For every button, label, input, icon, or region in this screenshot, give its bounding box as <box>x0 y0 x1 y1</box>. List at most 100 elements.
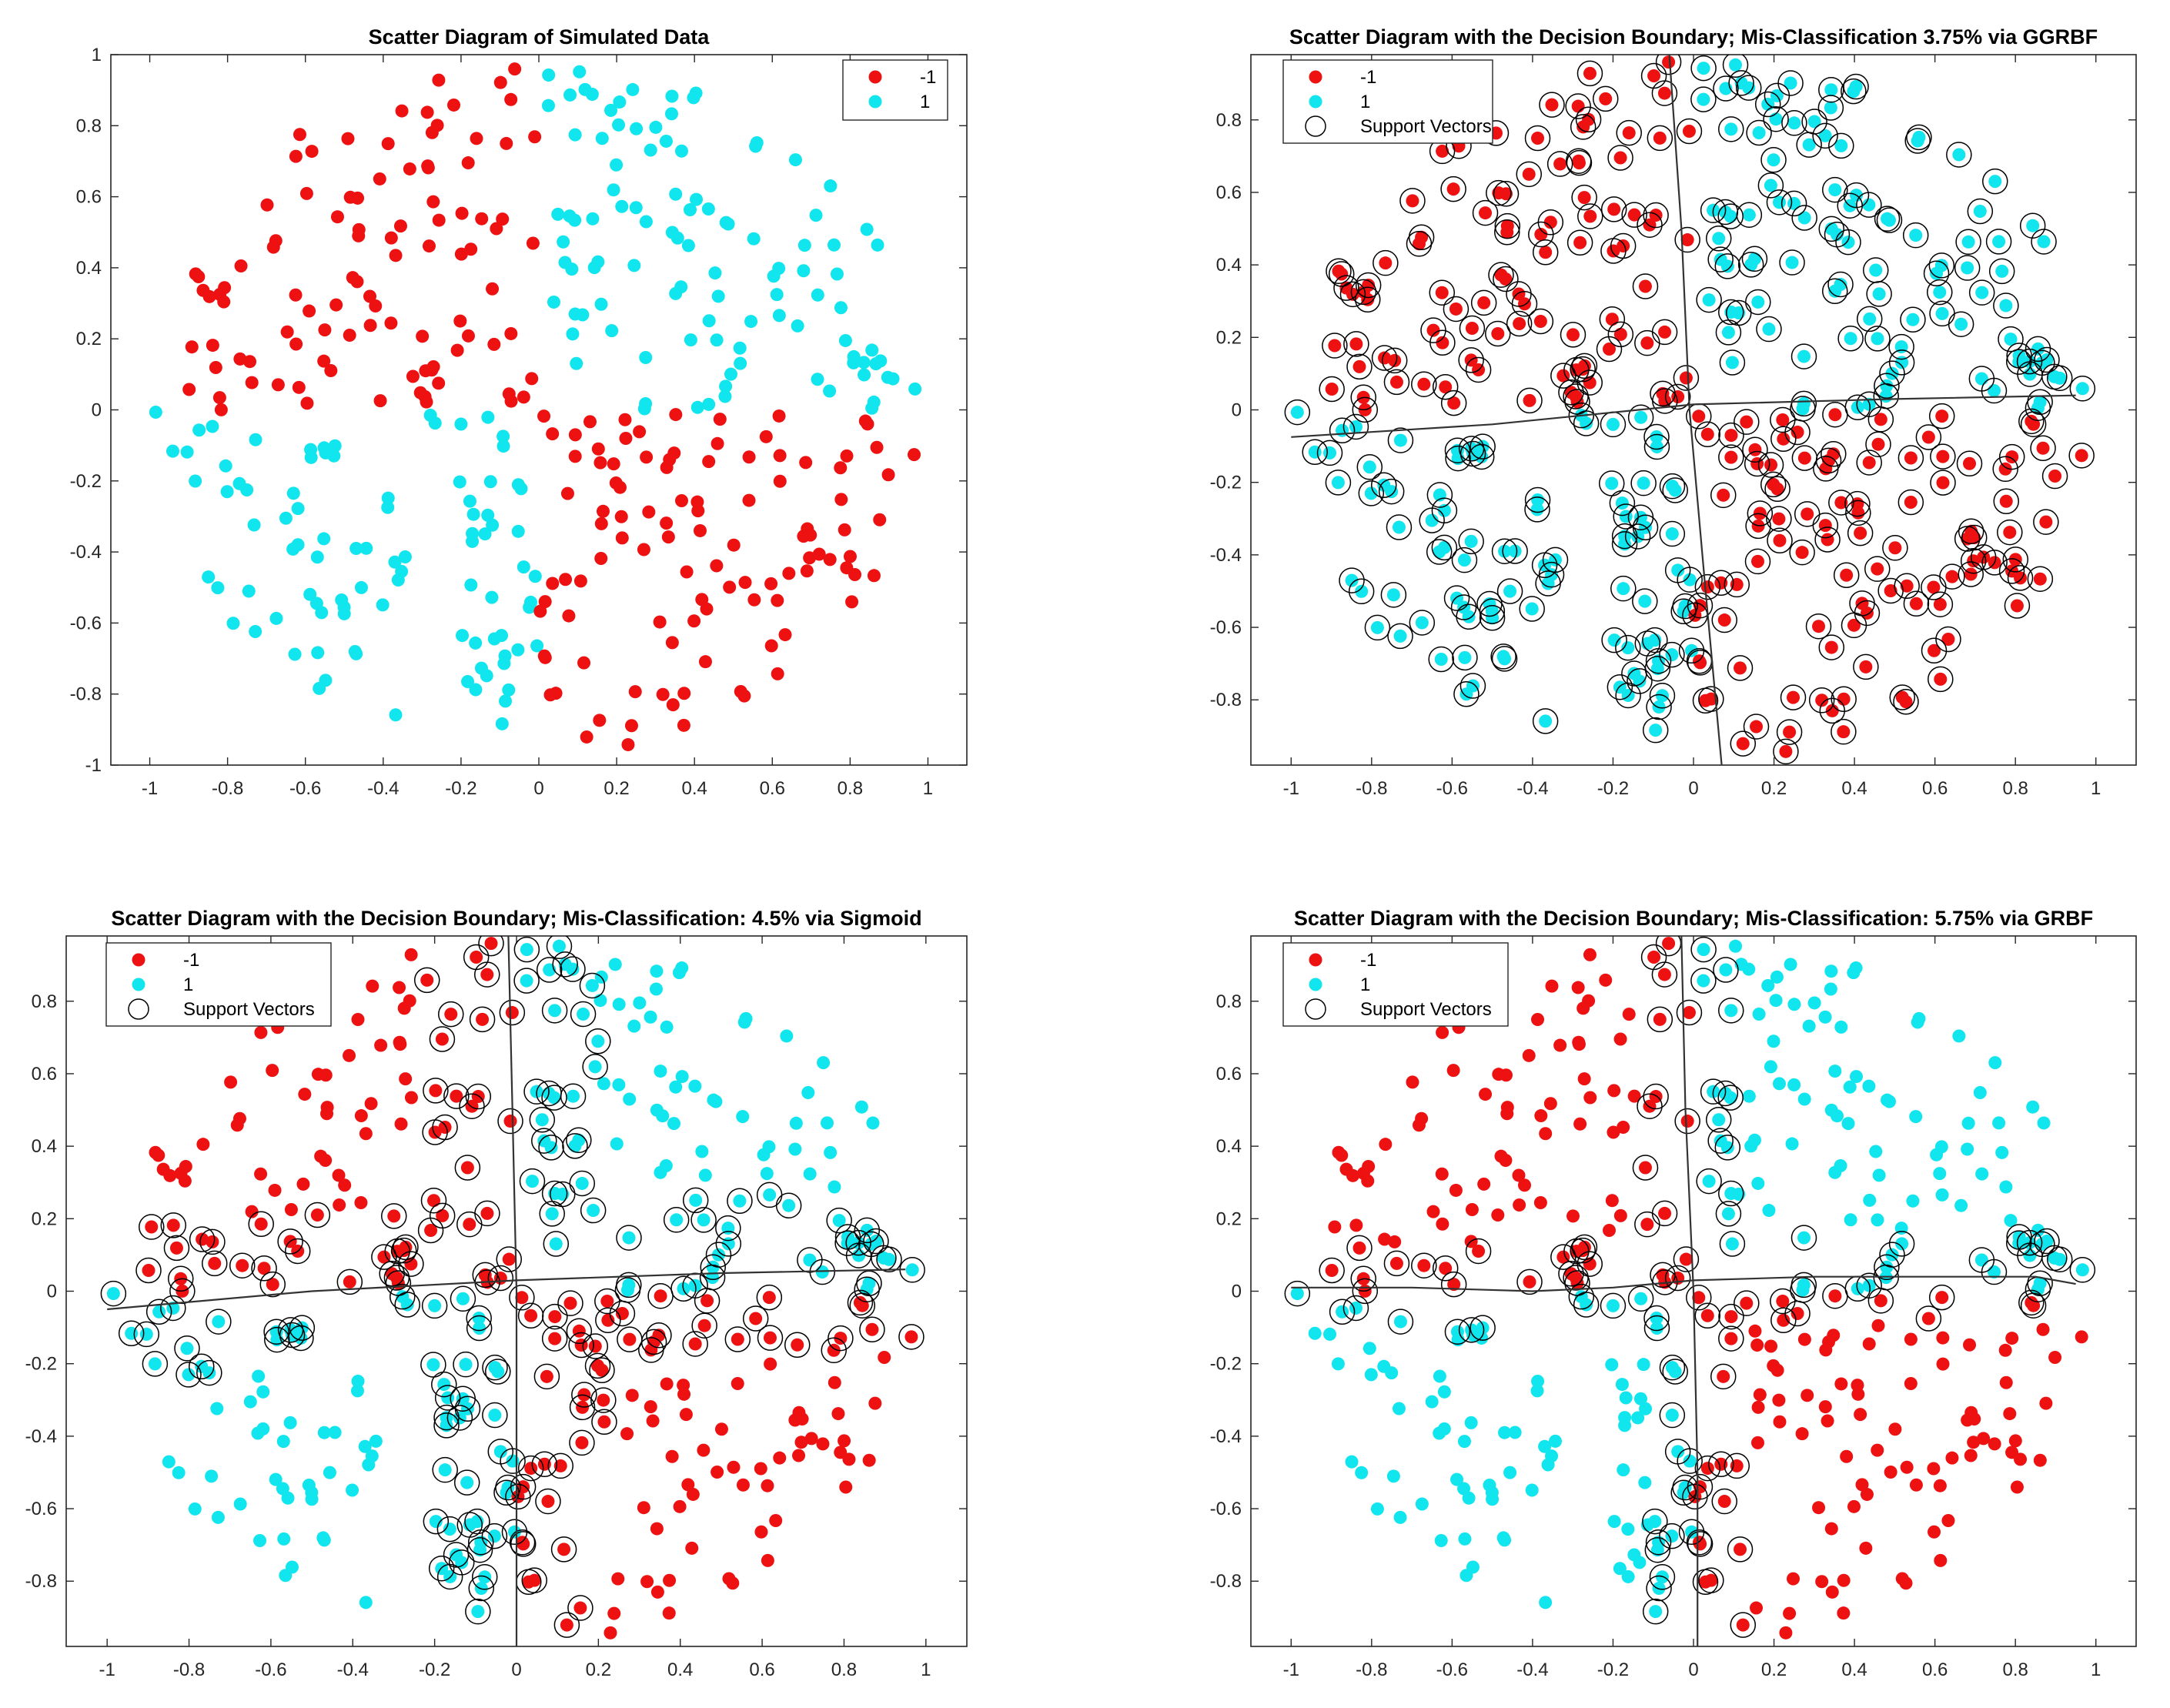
data-point-neg <box>1787 690 1801 704</box>
data-point-pos <box>607 183 620 197</box>
support-vector-marker <box>1339 281 1366 308</box>
data-point-pos <box>1498 1426 1512 1439</box>
data-point-pos <box>1841 236 1855 249</box>
data-point-neg <box>533 604 547 618</box>
data-point-neg <box>1860 1487 1874 1501</box>
data-point-pos <box>1633 510 1647 524</box>
data-point-pos <box>649 120 663 134</box>
data-point-pos <box>511 478 525 492</box>
data-point-pos <box>453 475 466 489</box>
data-point-neg <box>1583 209 1597 223</box>
support-vector-marker <box>454 1155 481 1181</box>
data-point-pos <box>1871 1213 1884 1227</box>
data-point-neg <box>1704 692 1718 706</box>
data-point-pos <box>1607 1515 1621 1529</box>
support-vector-marker <box>690 1207 717 1233</box>
data-point-neg <box>2005 450 2019 464</box>
support-vector-marker <box>1897 445 1924 471</box>
data-point-neg <box>364 1097 378 1111</box>
data-point-neg <box>588 1339 602 1353</box>
data-point-pos <box>588 1060 602 1074</box>
data-point-pos <box>389 708 403 722</box>
support-vector-marker <box>2020 1292 2047 1319</box>
support-vector-marker <box>189 1353 215 1379</box>
data-point-neg <box>711 436 724 450</box>
data-point-neg <box>1583 1091 1597 1105</box>
support-vector-marker <box>450 1385 476 1412</box>
support-vector-marker <box>2006 1230 2032 1256</box>
data-point-pos <box>1531 1375 1545 1389</box>
legend-label: -1 <box>183 950 199 971</box>
data-point-neg <box>1465 1202 1479 1216</box>
data-point-pos <box>481 410 495 424</box>
support-vector-marker <box>1649 683 1676 709</box>
support-vector-marker <box>724 1326 751 1352</box>
support-vector-marker <box>616 1225 642 1251</box>
legend-label: 1 <box>1360 974 1370 995</box>
data-point-neg <box>838 1434 851 1448</box>
data-point-pos <box>480 669 493 683</box>
x-tick-label: 1 <box>923 778 933 799</box>
data-point-pos <box>1415 1497 1429 1511</box>
data-point-pos <box>1370 620 1384 634</box>
support-vector-marker <box>2047 365 2073 392</box>
data-point-neg <box>341 132 355 145</box>
data-point-pos <box>734 356 747 370</box>
data-point-neg <box>2075 1330 2088 1344</box>
data-point-neg <box>429 1084 443 1098</box>
data-point-pos <box>1761 978 1775 992</box>
scatter-points <box>149 62 922 751</box>
data-point-neg <box>470 132 483 145</box>
support-vector-marker <box>1673 365 1700 391</box>
support-vector-marker <box>1643 423 1670 450</box>
data-point-pos <box>744 315 758 329</box>
support-vector-marker <box>571 1382 597 1408</box>
data-point-neg <box>537 649 551 663</box>
data-point-pos <box>858 368 871 382</box>
data-point-pos <box>862 1276 876 1290</box>
data-point-pos <box>854 1100 868 1114</box>
data-point-neg <box>574 1339 588 1352</box>
data-point-pos <box>1999 299 2013 313</box>
y-tick-label: 0.2 <box>1216 327 1242 348</box>
data-point-neg <box>2039 515 2053 529</box>
data-point-pos <box>1665 648 1679 662</box>
support-vector-marker <box>1717 203 1744 229</box>
data-point-neg <box>517 390 530 404</box>
data-point-neg <box>660 1377 674 1391</box>
support-vector-marker <box>589 1357 615 1384</box>
data-point-pos <box>857 356 871 369</box>
support-vector-marker <box>1812 122 1838 149</box>
support-vector-marker <box>1812 512 1839 539</box>
data-point-neg <box>465 1099 479 1113</box>
support-vector-marker <box>1662 477 1688 503</box>
support-vector-marker <box>450 1285 476 1312</box>
data-point-neg <box>1812 620 1826 633</box>
data-point-neg <box>1435 286 1449 299</box>
data-point-neg <box>343 328 356 342</box>
data-point-pos <box>1784 958 1797 971</box>
support-vector-marker <box>1350 1265 1376 1292</box>
support-vector-marker <box>863 1228 889 1255</box>
data-point-neg <box>1577 1001 1590 1015</box>
support-vector-marker <box>1780 684 1807 710</box>
x-tick-label: 0.4 <box>1841 1660 1867 1680</box>
data-point-neg <box>1583 1257 1597 1271</box>
data-point-neg <box>553 1459 567 1472</box>
data-point-neg <box>1936 1357 1950 1371</box>
support-vector-marker <box>1770 1288 1796 1315</box>
data-point-neg <box>528 130 542 144</box>
data-point-neg <box>794 1436 808 1449</box>
data-point-neg <box>1379 256 1393 270</box>
support-vector-marker <box>1888 1231 1915 1257</box>
support-vector-marker <box>1524 486 1551 513</box>
data-point-neg <box>1999 494 2013 508</box>
data-point-neg <box>640 1575 654 1589</box>
data-point-pos <box>1392 1402 1406 1416</box>
data-point-neg <box>1824 640 1838 654</box>
data-point-pos <box>1725 356 1739 369</box>
support-vector-marker <box>834 1230 861 1256</box>
data-point-pos <box>279 1569 293 1583</box>
data-point-neg <box>1679 1252 1693 1266</box>
data-point-pos <box>517 560 530 574</box>
